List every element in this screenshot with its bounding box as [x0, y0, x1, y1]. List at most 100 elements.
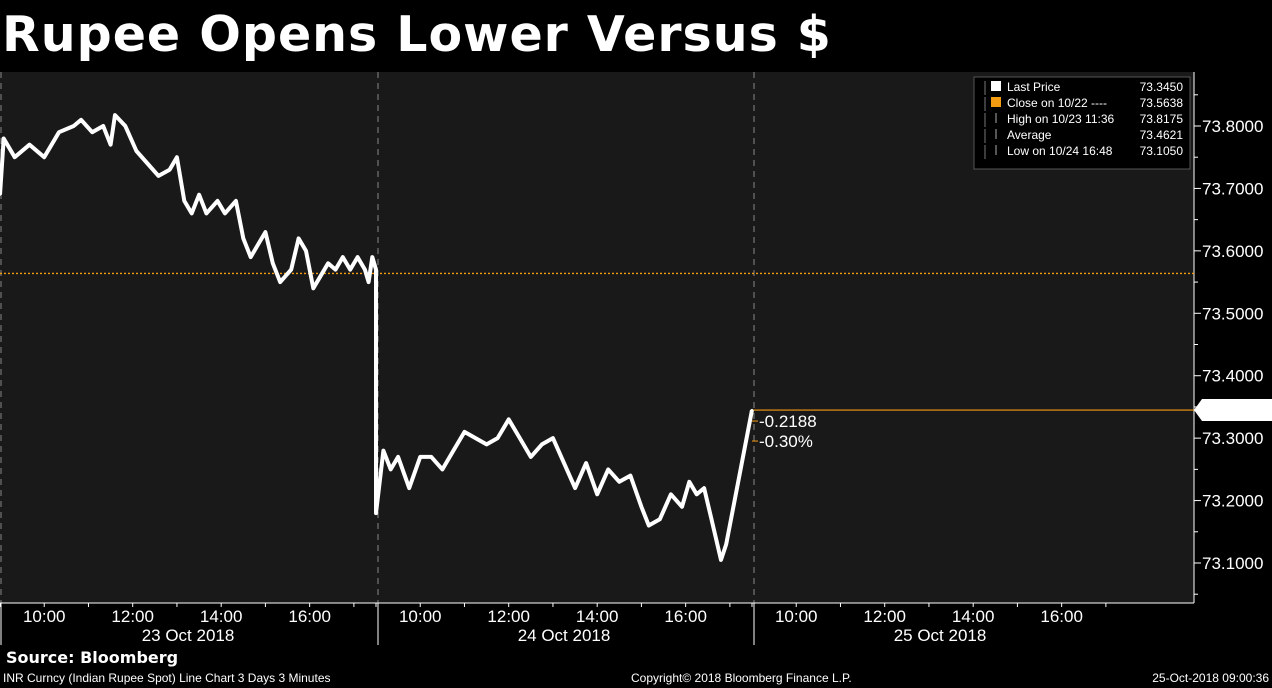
price-point	[382, 449, 385, 452]
price-point	[326, 262, 330, 265]
price-point	[367, 280, 370, 284]
price-point	[551, 436, 555, 440]
price-point	[529, 455, 533, 459]
price-point	[695, 493, 698, 496]
price-point	[90, 131, 94, 134]
price-point	[507, 418, 510, 421]
footer-timestamp: 25-Oct-2018 09:00:36	[1152, 671, 1269, 685]
price-point	[669, 493, 673, 496]
change-pct-annotation: -0.30%	[759, 432, 813, 451]
price-point	[680, 505, 684, 509]
legend-value: 73.8175	[1140, 112, 1184, 126]
x-tick-label: 10:00	[775, 607, 818, 626]
last-price-tag-label: 73.3450	[1203, 401, 1264, 420]
price-point	[348, 268, 352, 271]
price-point	[724, 543, 728, 546]
price-point	[334, 268, 337, 271]
price-point	[216, 199, 219, 203]
price-point	[640, 505, 643, 509]
footer-copyright: Copyright© 2018 Bloomberg Finance L.P.	[631, 671, 852, 685]
x-tick-label: 14:00	[952, 607, 995, 626]
price-point	[647, 524, 650, 527]
price-point	[223, 212, 227, 215]
x-tick-label: 10:00	[23, 607, 66, 626]
legend-label: Close on 10/22 ----	[1007, 96, 1107, 110]
legend-value: 73.5638	[1140, 96, 1184, 110]
legend-label: High on 10/23 11:36	[1007, 112, 1115, 126]
price-point	[719, 558, 723, 562]
price-point	[374, 268, 378, 271]
legend: Last Price 73.3450 Close on 10/22 ---- 73.5…	[973, 76, 1191, 170]
price-point	[750, 408, 754, 412]
x-tick-label: 12:00	[111, 607, 154, 626]
legend-label: Low on 10/24 16:48	[1007, 144, 1113, 158]
price-point	[113, 113, 117, 117]
y-tick-label: 73.3000	[1202, 429, 1263, 448]
y-tick-label: 73.1000	[1202, 554, 1263, 573]
price-point	[702, 486, 706, 490]
price-point	[562, 461, 566, 465]
price-point	[584, 461, 588, 465]
price-point	[710, 518, 713, 521]
legend-value: 73.3450	[1140, 80, 1184, 94]
price-point	[573, 486, 577, 490]
orange-square-icon	[991, 97, 1001, 107]
price-point	[618, 480, 621, 484]
x-date-label: 24 Oct 2018	[518, 626, 611, 645]
white-square-icon	[991, 81, 1001, 91]
price-point	[278, 280, 282, 284]
price-point	[474, 436, 477, 440]
y-tick-label: 73.6000	[1202, 242, 1263, 261]
price-point	[518, 436, 521, 440]
price-point	[540, 443, 544, 446]
x-tick-label: 14:00	[200, 607, 243, 626]
price-point	[168, 168, 171, 171]
price-point	[102, 124, 105, 128]
price-point	[124, 124, 127, 128]
price-point	[658, 518, 662, 521]
price-point	[319, 274, 322, 278]
price-point	[183, 199, 186, 203]
price-line	[0, 113, 754, 562]
y-tick-label: 73.7000	[1202, 179, 1263, 198]
price-point	[28, 143, 31, 146]
price-point	[234, 199, 238, 203]
x-tick-label: 12:00	[487, 607, 530, 626]
price-point	[463, 430, 466, 434]
price-point	[2, 137, 5, 140]
price-point	[13, 156, 16, 159]
price-point	[290, 268, 293, 271]
chart-title: Rupee Opens Lower Versus $	[2, 6, 832, 63]
price-point	[419, 455, 422, 459]
x-tick-label: 14:00	[576, 607, 619, 626]
price-point	[249, 255, 252, 259]
y-tick-label: 73.8000	[1202, 117, 1263, 136]
price-point	[441, 468, 444, 471]
change-annotation: -0.2188	[759, 412, 817, 431]
price-point	[430, 455, 433, 459]
legend-value: 73.1050	[1140, 144, 1184, 158]
last-price-tag	[1194, 399, 1272, 422]
y-tick-label: 73.5000	[1202, 304, 1263, 323]
price-point	[629, 474, 632, 477]
price-point	[271, 262, 274, 265]
price-point	[109, 143, 112, 146]
price-point	[595, 493, 599, 496]
price-point	[374, 511, 378, 515]
price-point	[205, 212, 208, 215]
price-point	[341, 255, 345, 259]
legend-value: 73.4621	[1140, 128, 1184, 142]
x-tick-label: 16:00	[1040, 607, 1083, 626]
price-point	[496, 436, 499, 440]
legend-label: Last Price	[1007, 80, 1061, 94]
price-point	[389, 468, 392, 471]
price-point	[485, 443, 488, 446]
price-point	[72, 124, 75, 128]
price-point	[297, 237, 300, 240]
price-point	[242, 237, 245, 240]
price-point	[312, 287, 315, 290]
y-tick-label: 73.4000	[1202, 367, 1263, 386]
price-point	[371, 255, 374, 259]
price-point	[190, 212, 193, 215]
price-point	[79, 118, 83, 121]
